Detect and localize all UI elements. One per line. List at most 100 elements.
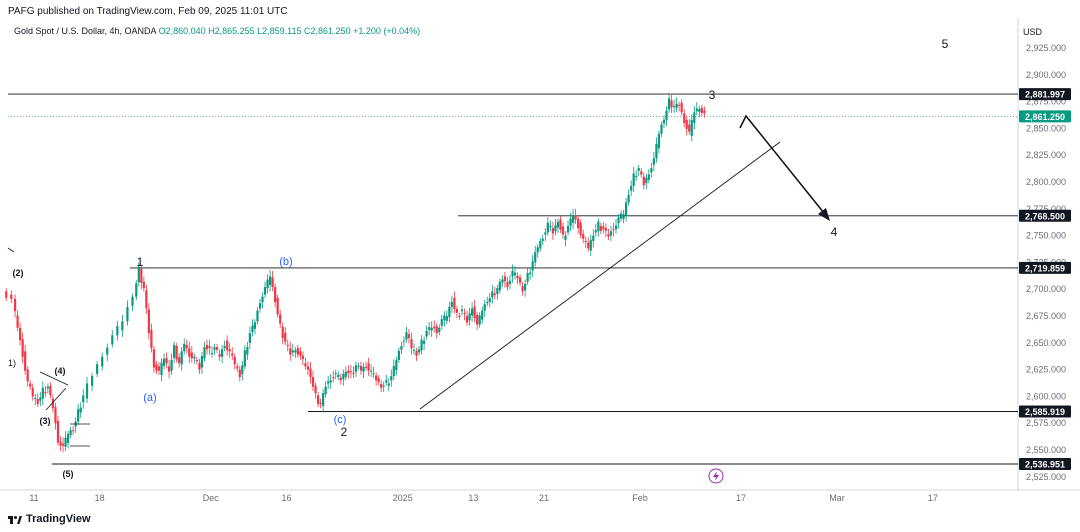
candle-body bbox=[190, 352, 193, 359]
candle-body bbox=[31, 387, 34, 397]
candle-body bbox=[559, 219, 562, 230]
candle-body bbox=[241, 365, 244, 374]
candle-body bbox=[369, 370, 373, 372]
candle-body bbox=[243, 350, 246, 367]
candle-body bbox=[430, 327, 433, 331]
wave-label: (5) bbox=[63, 469, 74, 479]
candle-body bbox=[218, 354, 221, 357]
level-badge bbox=[1019, 457, 1071, 470]
candle-body bbox=[625, 202, 628, 216]
y-tick-label: 2,850.000 bbox=[1026, 123, 1066, 133]
candle-body bbox=[155, 364, 158, 371]
candle-body bbox=[354, 365, 358, 372]
wave-label: (3) bbox=[40, 416, 51, 426]
candle-body bbox=[405, 332, 408, 340]
candle-body bbox=[655, 143, 658, 159]
symbol-name[interactable]: Gold Spot / U.S. Dollar, 4h, OANDA bbox=[14, 26, 157, 36]
candle-body bbox=[306, 366, 310, 370]
candle-body bbox=[162, 358, 166, 366]
candle-body bbox=[688, 124, 691, 132]
candle-body bbox=[556, 221, 560, 228]
candle-body bbox=[258, 303, 262, 309]
candle-body bbox=[140, 268, 143, 283]
candle-body bbox=[309, 368, 312, 378]
candle-body bbox=[51, 398, 55, 409]
candle-body bbox=[594, 230, 597, 233]
candle-body bbox=[44, 392, 47, 394]
candle-body bbox=[428, 327, 431, 330]
candle-body bbox=[458, 316, 461, 317]
candle-body bbox=[72, 430, 75, 432]
y-tick-label: 2,650.000 bbox=[1026, 338, 1066, 348]
wave-label: 1 bbox=[137, 255, 144, 269]
candle-body bbox=[622, 214, 625, 219]
candle-body bbox=[236, 366, 239, 369]
arrow-head-icon bbox=[818, 208, 830, 221]
footer-brand[interactable]: TradingView bbox=[26, 513, 91, 525]
candle-body bbox=[544, 232, 547, 235]
candle-body bbox=[561, 226, 565, 235]
y-tick-label: 2,750.000 bbox=[1026, 231, 1066, 241]
ohlc-values: O2,860.040 H2,865.255 L2,859.115 C2,861.… bbox=[158, 26, 421, 36]
candle-body bbox=[619, 213, 623, 219]
candle-body bbox=[210, 352, 214, 354]
level-price-label: 2,585.919 bbox=[1025, 407, 1065, 417]
wave-label: 1) bbox=[8, 358, 16, 368]
candle-body bbox=[617, 217, 620, 224]
candle-body bbox=[632, 173, 635, 186]
current-price-label: 2,861.250 bbox=[1025, 112, 1065, 122]
candle-body bbox=[380, 384, 383, 388]
symbol-legend: Gold Spot / U.S. Dollar, 4h, OANDA O2,86… bbox=[14, 26, 420, 36]
candle-body bbox=[387, 383, 390, 386]
candle-body bbox=[13, 298, 17, 312]
candle-body bbox=[39, 397, 42, 401]
candle-body bbox=[678, 104, 681, 106]
candle-body bbox=[589, 239, 592, 251]
candle-body bbox=[650, 168, 653, 173]
footer: TradingView bbox=[8, 513, 91, 525]
candle-body bbox=[531, 261, 534, 271]
candle-body bbox=[463, 312, 466, 314]
wave-label: (a) bbox=[143, 392, 156, 404]
current-price-badge bbox=[1019, 110, 1071, 123]
candle-body bbox=[359, 365, 363, 371]
candle-body bbox=[602, 226, 605, 230]
x-tick-label: 11 bbox=[29, 493, 38, 503]
x-tick-label: 17 bbox=[928, 493, 938, 503]
candle-body bbox=[693, 112, 696, 124]
candle-body bbox=[291, 350, 294, 353]
candle-body bbox=[549, 225, 552, 227]
level-badge bbox=[1019, 209, 1071, 222]
candle-body bbox=[152, 349, 156, 368]
candle-body bbox=[54, 407, 57, 424]
candle-body bbox=[448, 306, 451, 318]
candle-body bbox=[460, 309, 464, 312]
candle-body bbox=[700, 108, 703, 113]
candle-body bbox=[342, 373, 345, 380]
candle-body bbox=[579, 222, 582, 236]
candle-body bbox=[82, 395, 85, 403]
tradingview-logo-icon bbox=[8, 516, 22, 524]
y-tick-label: 2,900.000 bbox=[1026, 70, 1066, 80]
support-trendline bbox=[419, 141, 781, 410]
candle-body bbox=[233, 356, 236, 365]
candle-body bbox=[49, 385, 52, 396]
candle-body bbox=[36, 399, 39, 404]
candle-body bbox=[698, 109, 701, 112]
candle-body bbox=[486, 302, 489, 304]
candle-body bbox=[599, 225, 602, 231]
y-tick-label: 2,925.000 bbox=[1026, 43, 1066, 53]
candle-body bbox=[529, 272, 532, 275]
candle-body bbox=[508, 280, 512, 284]
publish-info: PAFG published on TradingView.com, Feb 0… bbox=[8, 6, 288, 17]
candle-body bbox=[496, 288, 499, 295]
candle-body bbox=[402, 340, 406, 342]
candle-body bbox=[685, 119, 688, 129]
candle-body bbox=[455, 309, 459, 313]
candle-body bbox=[395, 359, 398, 371]
candle-body bbox=[175, 346, 178, 360]
candle-body bbox=[349, 371, 352, 373]
candle-body bbox=[344, 371, 347, 378]
candle-body bbox=[518, 277, 522, 283]
